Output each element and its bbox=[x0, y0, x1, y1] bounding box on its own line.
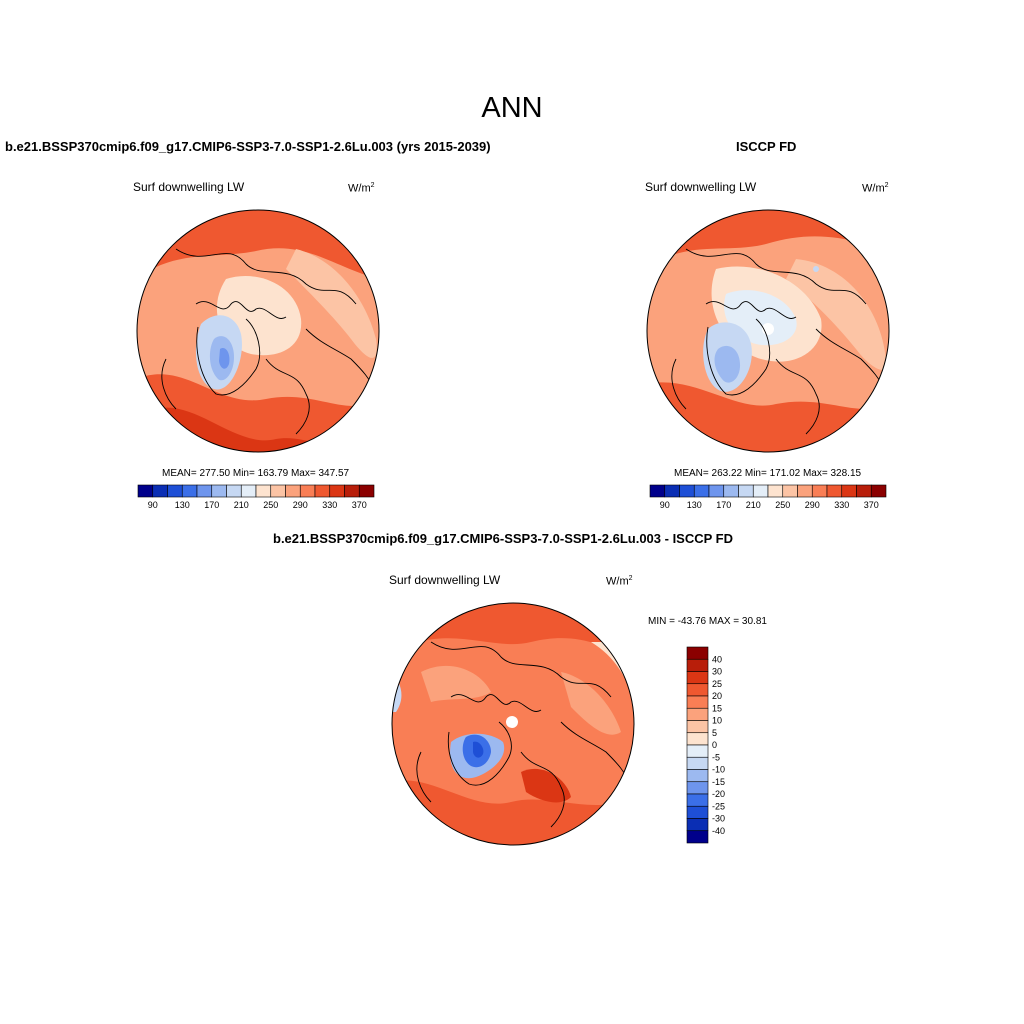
model-colorbar-box bbox=[196, 484, 213, 498]
model-colorbar-tick-label: 290 bbox=[293, 500, 308, 510]
obs-colorbar-box bbox=[679, 484, 695, 498]
diff-colorbar-tick-label: 10 bbox=[712, 716, 722, 726]
diff-colorbar-tick-label: -40 bbox=[712, 826, 725, 836]
obs-colorbar-tick-label: 210 bbox=[746, 500, 761, 510]
model-panel-title: b.e21.BSSP370cmip6.f09_g17.CMIP6-SSP3-7.… bbox=[5, 139, 491, 154]
model-colorbar-tick-label: 90 bbox=[148, 500, 158, 510]
obs-colorbar-tick-label: 290 bbox=[805, 500, 820, 510]
obs-colorbar-box bbox=[870, 484, 887, 498]
model-colorbar-box bbox=[344, 484, 360, 498]
model-colorbar-box bbox=[240, 484, 257, 498]
diff-colorbar-box bbox=[686, 744, 709, 758]
diff-colorbar-box bbox=[686, 646, 709, 660]
obs-colorbar-box bbox=[649, 484, 666, 498]
obs-colorbar-box bbox=[826, 484, 843, 498]
obs-colorbar-tick-label: 370 bbox=[864, 500, 879, 510]
diff-colorbar-tick-label: -30 bbox=[712, 814, 725, 824]
model-colorbar-box bbox=[226, 484, 242, 498]
obs-colorbar-tick-label: 250 bbox=[775, 500, 790, 510]
obs-panel-title: ISCCP FD bbox=[736, 139, 797, 154]
obs-colorbar-box bbox=[738, 484, 754, 498]
model-colorbar-box bbox=[299, 484, 316, 498]
model-polar-map bbox=[136, 209, 380, 453]
obs-colorbar-tick-label: 330 bbox=[834, 500, 849, 510]
diff-units-label: W/m2 bbox=[606, 575, 633, 588]
obs-colorbar-box bbox=[841, 484, 857, 498]
diff-colorbar-tick-label: 25 bbox=[712, 679, 722, 689]
diff-colorbar: 40 30 25 20 15 10 5 0 -5 -10 -15 -20 -25 -30 -40 bbox=[686, 646, 725, 844]
figure-title: ANN bbox=[481, 92, 543, 124]
obs-colorbar-tick-label: 90 bbox=[660, 500, 670, 510]
obs-colorbar-box bbox=[752, 484, 769, 498]
model-colorbar-tick-label: 370 bbox=[352, 500, 367, 510]
model-units-label: W/m2 bbox=[348, 182, 375, 195]
diff-panel-title: b.e21.BSSP370cmip6.f09_g17.CMIP6-SSP3-7.… bbox=[273, 531, 734, 546]
diff-colorbar-box bbox=[686, 769, 709, 783]
obs-colorbar-tick-label: 130 bbox=[687, 500, 702, 510]
model-colorbar-box bbox=[358, 484, 375, 498]
diff-colorbar-box bbox=[686, 793, 709, 807]
diff-colorbar-box bbox=[686, 830, 709, 844]
diff-stats-label: MIN = -43.76 MAX = 30.81 bbox=[648, 616, 767, 627]
obs-colorbar-box bbox=[664, 484, 680, 498]
obs-polar-map bbox=[646, 209, 890, 453]
model-colorbar-box bbox=[181, 484, 198, 498]
diff-colorbar-box bbox=[686, 781, 709, 795]
obs-variable-label: Surf downwelling LW bbox=[645, 180, 757, 194]
diff-colorbar-tick-label: 0 bbox=[712, 740, 717, 750]
diff-colorbar-tick-label: 5 bbox=[712, 728, 717, 738]
diff-colorbar-box bbox=[686, 671, 709, 685]
diff-colorbar-tick-label: 15 bbox=[712, 703, 722, 713]
diff-colorbar-box bbox=[686, 658, 709, 672]
obs-colorbar-box bbox=[782, 484, 798, 498]
model-colorbar-tick-label: 250 bbox=[263, 500, 278, 510]
diff-colorbar-tick-label: 20 bbox=[712, 691, 722, 701]
model-colorbar-box bbox=[270, 484, 286, 498]
model-colorbar: 90 130 170 210 250 290 330 370 bbox=[137, 484, 375, 510]
model-stats-label: MEAN= 277.50 Min= 163.79 Max= 347.57 bbox=[162, 468, 350, 479]
diff-colorbar-box bbox=[686, 805, 709, 819]
model-colorbar-tick-label: 170 bbox=[204, 500, 219, 510]
model-colorbar-tick-label: 210 bbox=[234, 500, 249, 510]
model-colorbar-box bbox=[329, 484, 345, 498]
diff-variable-label: Surf downwelling LW bbox=[389, 573, 501, 587]
obs-colorbar-box bbox=[811, 484, 828, 498]
obs-stats-label: MEAN= 263.22 Min= 171.02 Max= 328.15 bbox=[674, 468, 862, 479]
diff-colorbar-tick-label: -20 bbox=[712, 789, 725, 799]
obs-colorbar-box bbox=[723, 484, 739, 498]
model-colorbar-box bbox=[167, 484, 183, 498]
model-colorbar-box bbox=[285, 484, 301, 498]
diff-colorbar-tick-label: -15 bbox=[712, 777, 725, 787]
diff-colorbar-box bbox=[686, 695, 709, 709]
obs-units-label: W/m2 bbox=[862, 182, 889, 195]
diff-colorbar-tick-label: -10 bbox=[712, 765, 725, 775]
model-variable-label: Surf downwelling LW bbox=[133, 180, 245, 194]
diff-colorbar-box bbox=[686, 707, 709, 721]
obs-colorbar-box bbox=[767, 484, 784, 498]
diff-colorbar-tick-label: -5 bbox=[712, 752, 720, 762]
model-colorbar-box bbox=[152, 484, 168, 498]
obs-colorbar-box bbox=[708, 484, 725, 498]
diff-colorbar-tick-label: -25 bbox=[712, 801, 725, 811]
obs-colorbar-box bbox=[693, 484, 710, 498]
model-colorbar-box bbox=[314, 484, 331, 498]
model-colorbar-box bbox=[255, 484, 272, 498]
model-colorbar-box bbox=[211, 484, 227, 498]
obs-colorbar-tick-label: 170 bbox=[716, 500, 731, 510]
diff-polar-map bbox=[391, 602, 635, 846]
diff-colorbar-box bbox=[686, 756, 709, 770]
diff-colorbar-box bbox=[686, 818, 709, 832]
diff-colorbar-box bbox=[686, 683, 709, 697]
diff-colorbar-tick-label: 40 bbox=[712, 654, 722, 664]
obs-colorbar-box bbox=[797, 484, 813, 498]
model-colorbar-tick-label: 130 bbox=[175, 500, 190, 510]
model-colorbar-box bbox=[137, 484, 154, 498]
diff-colorbar-tick-label: 30 bbox=[712, 667, 722, 677]
obs-colorbar-box bbox=[856, 484, 872, 498]
model-colorbar-tick-label: 330 bbox=[322, 500, 337, 510]
diff-colorbar-box bbox=[686, 732, 709, 746]
obs-colorbar: 90 130 170 210 250 290 330 370 bbox=[649, 484, 887, 510]
diff-colorbar-box bbox=[686, 720, 709, 734]
